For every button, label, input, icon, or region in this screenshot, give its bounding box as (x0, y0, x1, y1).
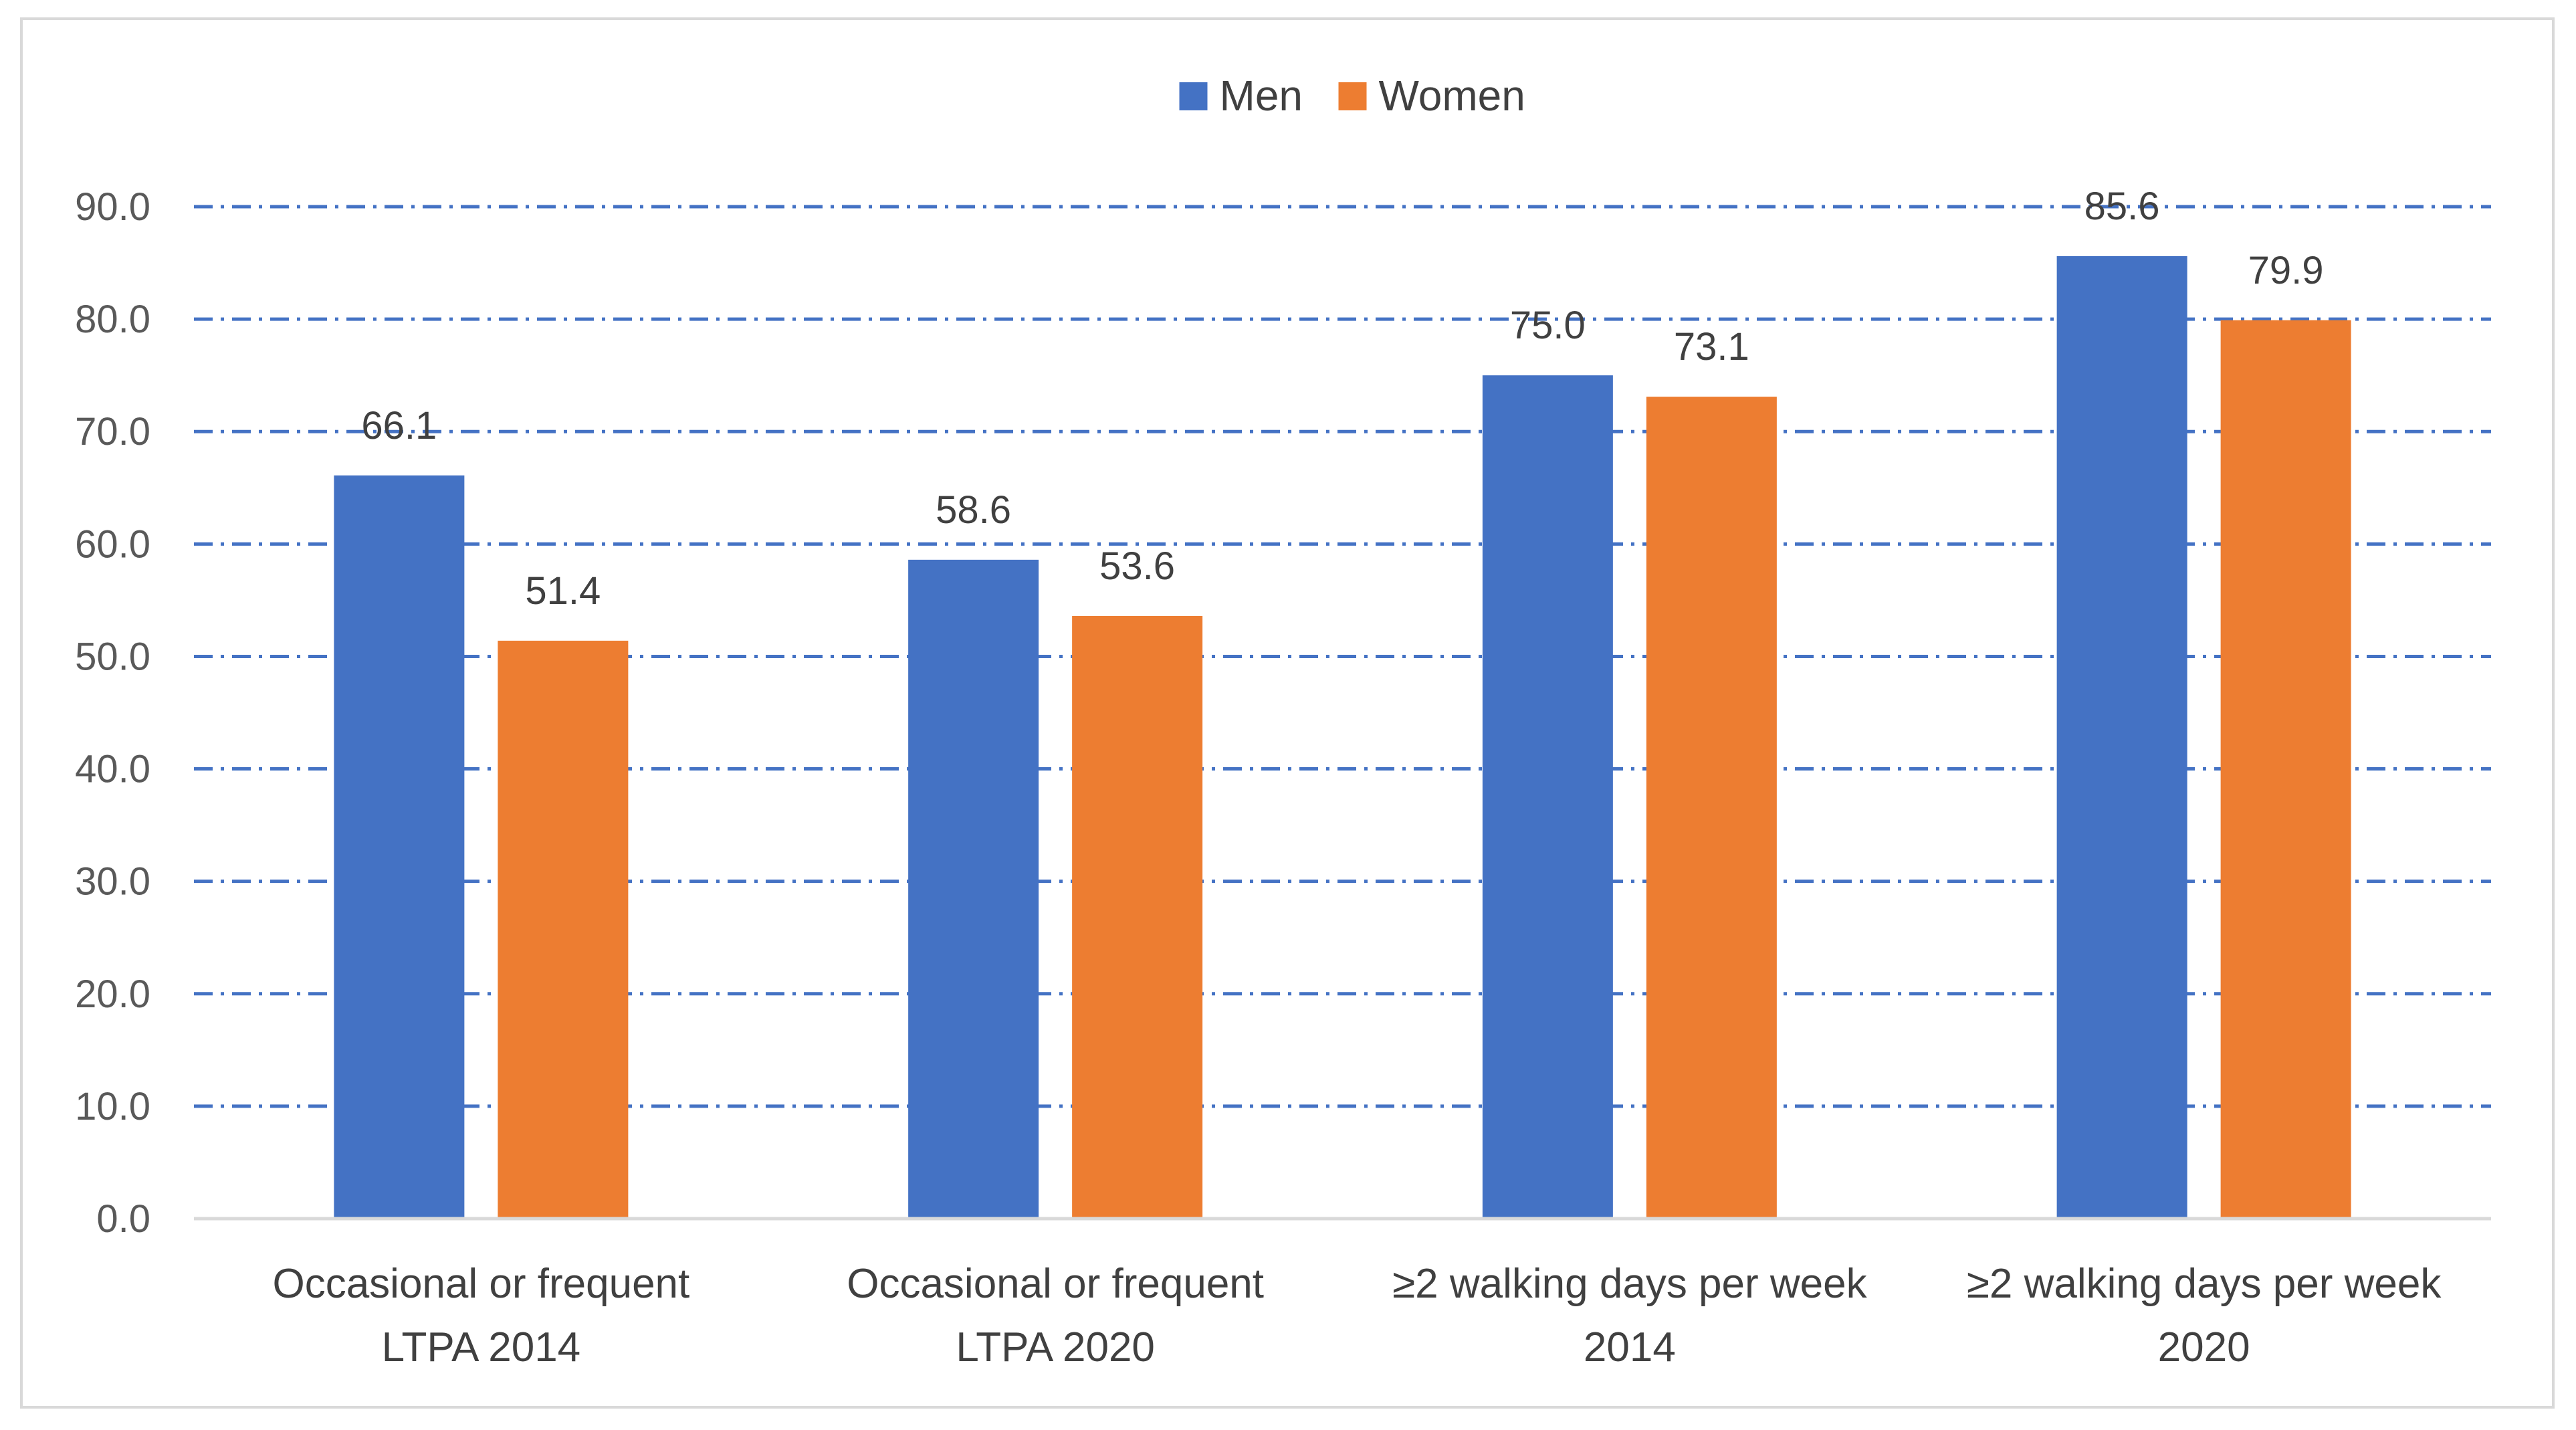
data-label: 51.4 (525, 569, 601, 613)
x-category-label: ≥2 walking days per week (1392, 1261, 1867, 1307)
y-tick-label: 40.0 (75, 748, 150, 791)
x-category-label: Occasional or frequent (847, 1261, 1264, 1307)
data-label: 66.1 (361, 404, 437, 447)
labels: 0.0 10.0 20.0 30.0 40.0 50.0 60.0 70.0 80.0 90.0 6… (75, 185, 2442, 1370)
bar-men (908, 559, 1039, 1219)
data-label: 53.6 (1099, 544, 1175, 588)
bar-men (2056, 256, 2187, 1219)
bar-men (1482, 375, 1613, 1219)
bars (334, 256, 2351, 1219)
bar-women (1646, 397, 1777, 1219)
bar-women (2220, 320, 2351, 1219)
y-tick-label: 20.0 (75, 973, 150, 1016)
legend: Men Women (1179, 72, 1525, 120)
bar-women (498, 640, 629, 1219)
y-tick-label: 10.0 (75, 1085, 150, 1128)
data-label: 58.6 (936, 488, 1011, 532)
x-category-label: ≥2 walking days per week (1967, 1261, 2442, 1307)
y-tick-label: 90.0 (75, 185, 150, 229)
x-category-label: LTPA 2020 (956, 1324, 1155, 1370)
x-category-label: 2020 (2158, 1324, 2250, 1370)
x-category-label: LTPA 2014 (382, 1324, 581, 1370)
legend-swatch-men (1179, 82, 1208, 110)
x-category-label: 2014 (1584, 1324, 1676, 1370)
y-tick-label: 70.0 (75, 410, 150, 453)
bar-women (1072, 615, 1203, 1219)
y-tick-label: 50.0 (75, 635, 150, 678)
legend-label-men: Men (1220, 72, 1303, 120)
data-label: 73.1 (1674, 325, 1749, 369)
legend-swatch-women (1338, 82, 1367, 110)
y-tick-label: 30.0 (75, 860, 150, 904)
y-tick-label: 80.0 (75, 298, 150, 341)
data-label: 79.9 (2248, 249, 2324, 292)
data-label: 75.0 (1510, 304, 1586, 347)
data-label: 85.6 (2084, 185, 2160, 228)
x-category-label: Occasional or frequent (272, 1261, 689, 1307)
bar-men (334, 475, 465, 1219)
legend-label-women: Women (1379, 72, 1525, 120)
y-tick-label: 60.0 (75, 522, 150, 566)
y-tick-label: 0.0 (96, 1197, 150, 1241)
